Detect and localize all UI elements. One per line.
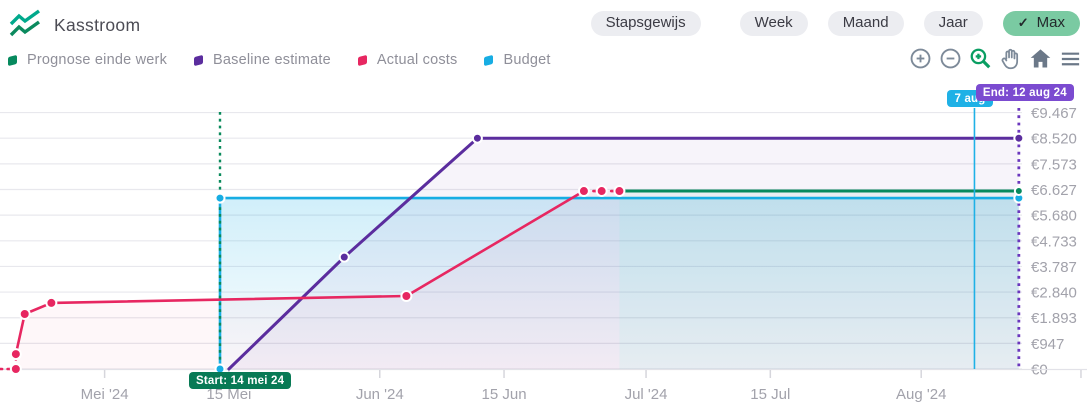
x-axis-label: Jul '24 [625, 386, 668, 403]
range-button-label: Jaar [938, 14, 968, 31]
end-date-badge[interactable]: End: 12 aug 24 [975, 84, 1074, 101]
pan-hand-icon[interactable] [997, 45, 1024, 72]
y-axis-label: €8.520 [1031, 131, 1077, 148]
x-axis-label: 15 Jun [482, 386, 527, 403]
legend-label: Budget [503, 52, 551, 68]
home-icon[interactable] [1027, 45, 1054, 72]
legend-marker-icon [484, 54, 494, 66]
menu-icon[interactable] [1057, 45, 1084, 72]
x-axis-label: Aug '24 [896, 386, 946, 403]
range-button-max[interactable]: ✓ Max [1002, 11, 1080, 36]
y-axis-label: €9.467 [1031, 105, 1077, 122]
legend-label: Actual costs [376, 52, 458, 68]
stepwise-button[interactable]: Stapsgewijs [590, 11, 701, 36]
zoom-out-icon[interactable] [937, 45, 964, 72]
legend-marker-icon [194, 54, 204, 66]
range-button-week[interactable]: Week [739, 11, 808, 36]
series-dots [9, 132, 1025, 375]
y-axis-label: €4.733 [1031, 233, 1077, 250]
chart-legend: Prognose einde werk Baseline estimate Actu… [8, 52, 551, 68]
chart-toolbar [907, 45, 1084, 72]
series-area-fills [0, 138, 1019, 369]
range-button-label: Max [1036, 14, 1065, 31]
zoom-in-icon[interactable] [907, 45, 934, 72]
y-axis-label: €1.893 [1031, 310, 1077, 327]
range-button-jaar[interactable]: Jaar [923, 11, 983, 36]
legend-label: Baseline estimate [213, 52, 331, 68]
legend-item-budget[interactable]: Budget [484, 52, 550, 68]
page-title: Kasstroom [54, 15, 141, 35]
range-button-maand[interactable]: Maand [827, 11, 904, 36]
range-button-label: Maand [842, 14, 889, 31]
x-axis-label: 15 Jul [750, 386, 790, 403]
annotation-lines [218, 108, 1021, 369]
legend-label: Prognose einde werk [27, 52, 168, 68]
legend-item-actual-costs[interactable]: Actual costs [357, 52, 458, 68]
x-axis-label: 15 Mei [206, 386, 251, 403]
legend-marker-icon [8, 54, 17, 66]
y-axis-label: €3.787 [1031, 259, 1077, 276]
y-axis-label: €947 [1031, 336, 1064, 353]
waves-logo-icon [9, 9, 41, 42]
range-controls: Stapsgewijs Week Maand Jaar ✓ Max [590, 11, 1080, 36]
range-button-label: Week [754, 14, 793, 31]
legend-item-prognose-einde-werk[interactable]: Prognose einde werk [8, 52, 167, 68]
x-axis-label: Jun '24 [356, 386, 404, 403]
check-icon: ✓ [1017, 15, 1029, 31]
y-axis-label: €2.840 [1031, 285, 1077, 302]
x-axis-label: Mei '24 [81, 386, 129, 403]
y-axis-label: €7.573 [1031, 156, 1077, 173]
legend-item-baseline-estimate[interactable]: Baseline estimate [194, 52, 331, 68]
y-axis-label: €5.680 [1031, 208, 1077, 225]
legend-marker-icon [357, 54, 367, 66]
y-axis-label: €6.627 [1031, 182, 1077, 199]
start-date-badge[interactable]: Start: 14 mei 24 [189, 372, 292, 389]
zoom-box-icon[interactable] [967, 45, 994, 72]
header: Kasstroom [9, 9, 140, 42]
